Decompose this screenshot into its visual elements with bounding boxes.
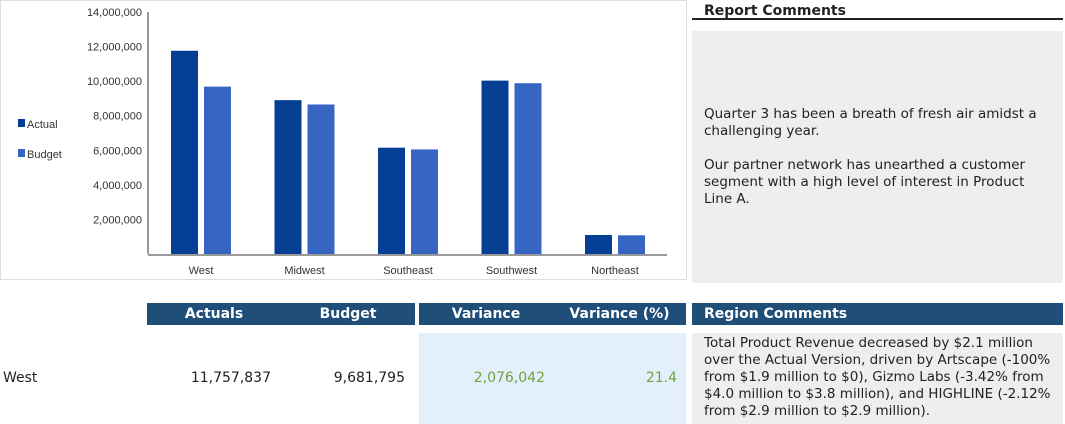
- bar-actual: [481, 80, 509, 254]
- column-header-actuals: Actuals: [184, 306, 244, 322]
- column-header-variance: Variance: [451, 306, 521, 322]
- variance-pct-cell: 21.4: [645, 370, 677, 386]
- report-comments-box: Quarter 3 has been a breath of fresh air…: [692, 31, 1063, 283]
- report-comments-header: Report Comments: [692, 0, 1063, 20]
- bar-budget: [307, 104, 335, 254]
- table-header-region-comments: Region Comments: [692, 303, 1063, 325]
- x-tick-label: Midwest: [284, 265, 324, 277]
- region-bar-chart: 2,000,000 4,000,000 6,000,000 8,000,000 10,0…: [0, 0, 687, 280]
- x-tick-label: Northeast: [591, 265, 639, 277]
- table-header-group-variance: Variance Variance (%): [419, 303, 686, 325]
- y-tick-label: 8,000,000: [93, 111, 142, 123]
- legend-label: Budget: [27, 149, 62, 161]
- variance-cell: 2,076,042: [473, 370, 545, 386]
- bar-budget: [514, 83, 542, 255]
- legend-label: Actual: [27, 119, 58, 131]
- y-tick-label: 6,000,000: [93, 145, 142, 157]
- bar-actual: [378, 147, 405, 254]
- column-header-region-comments: Region Comments: [704, 306, 848, 322]
- legend-swatch: [18, 119, 25, 127]
- table-row: West 11,757,837 9,681,795 2,076,042 21.4…: [0, 333, 1065, 424]
- x-tick-label: Southeast: [383, 265, 433, 277]
- budget-cell: 9,681,795: [333, 370, 405, 386]
- report-comments-title: Report Comments: [704, 3, 846, 19]
- report-comment-paragraph: Our partner network has unearthed a cust…: [704, 157, 1026, 207]
- column-header-budget: Budget: [319, 306, 377, 322]
- bar-actual: [171, 50, 198, 255]
- column-header-variance-pct: Variance (%): [569, 306, 670, 322]
- y-tick-label: 10,000,000: [87, 76, 142, 88]
- bar-budget: [204, 86, 231, 255]
- x-tick-label: Southwest: [486, 265, 537, 277]
- bar-actual: [274, 100, 302, 255]
- actuals-cell: 11,757,837: [190, 370, 271, 386]
- y-tick-label: 14,000,000: [87, 7, 142, 19]
- bar-actual: [585, 234, 612, 254]
- bar-budget: [411, 149, 438, 254]
- y-tick-label: 2,000,000: [93, 214, 142, 226]
- bar-budget: [618, 235, 645, 254]
- report-comment-paragraph: Quarter 3 has been a breath of fresh air…: [704, 106, 1037, 139]
- region-cell: West: [3, 370, 38, 386]
- region-comment-cell: Total Product Revenue decreased by $2.1 …: [692, 333, 1063, 424]
- legend-swatch: [18, 149, 25, 157]
- y-tick-label: 12,000,000: [87, 42, 142, 54]
- table-header-group-actuals: Actuals Budget: [147, 303, 415, 325]
- chart-svg: 2,000,000 4,000,000 6,000,000 8,000,000 10,0…: [18, 7, 667, 277]
- y-tick-label: 4,000,000: [93, 180, 142, 192]
- variance-cell-bg: 2,076,042 21.4: [419, 333, 686, 424]
- x-tick-label: West: [189, 265, 214, 277]
